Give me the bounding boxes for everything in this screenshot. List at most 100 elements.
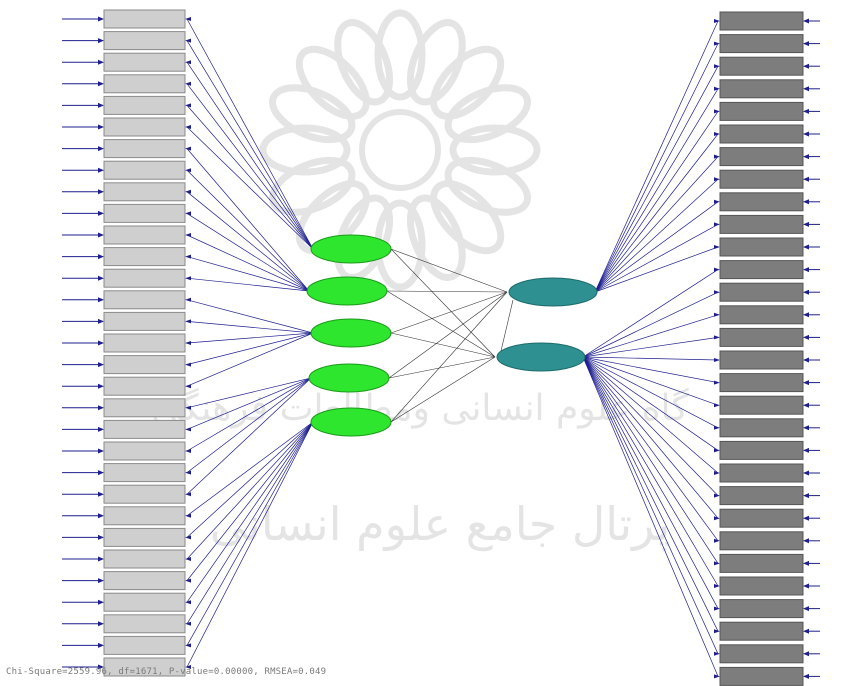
- right-error-arrowhead: [803, 673, 809, 679]
- loading-path-left: [186, 299, 314, 334]
- loading-arrowhead-left: [185, 103, 191, 108]
- loading-arrowhead-right: [714, 403, 720, 408]
- structural-path: [386, 290, 508, 293]
- loading-path-right: [594, 178, 719, 293]
- structural-path: [388, 356, 496, 379]
- loading-path-left: [186, 421, 314, 560]
- right-error-arrowhead: [803, 244, 809, 250]
- loading-path-left: [186, 256, 310, 292]
- right-indicator-box: [719, 531, 804, 551]
- loading-path-right: [594, 20, 719, 293]
- loading-arrowhead-left: [185, 557, 191, 561]
- left-indicator-box: [103, 268, 186, 288]
- loading-arrowhead-right: [714, 177, 720, 182]
- loading-path-left: [186, 83, 314, 250]
- right-indicator-box: [719, 79, 804, 99]
- left-indicator-box: [103, 74, 186, 94]
- left-indicator-box: [103, 571, 186, 591]
- left-error-arrowhead: [98, 362, 104, 368]
- loading-arrowhead-right: [714, 64, 720, 69]
- loading-arrowhead-right: [714, 109, 720, 114]
- right-error-arrowhead: [803, 402, 809, 408]
- loading-path-right: [582, 356, 719, 429]
- loading-arrowhead-right: [714, 493, 720, 498]
- right-indicators: [719, 11, 820, 686]
- loading-arrowhead-right: [714, 561, 720, 566]
- loading-path-right: [594, 111, 719, 293]
- loading-arrowhead-right: [714, 199, 720, 204]
- watermark-petal: [295, 180, 370, 255]
- loading-path-left: [186, 332, 314, 365]
- loading-path-right: [582, 356, 719, 451]
- loading-arrowhead-right: [714, 448, 720, 453]
- paths-layer: [185, 17, 720, 679]
- loading-path-left: [186, 421, 314, 646]
- loading-arrowhead-right: [714, 132, 720, 136]
- loading-arrowhead-right: [714, 674, 720, 679]
- right-indicator-box: [719, 350, 804, 370]
- loading-arrowhead-left: [185, 168, 191, 173]
- right-error-arrowhead: [803, 583, 809, 589]
- structural-path: [390, 291, 508, 334]
- loading-path-left: [186, 332, 314, 344]
- left-indicator-box: [103, 182, 186, 202]
- right-indicator-box: [719, 621, 804, 641]
- loading-arrowhead-right: [714, 86, 720, 91]
- left-error-arrowhead: [98, 513, 104, 519]
- loading-arrowhead-left: [185, 621, 191, 626]
- right-error-arrowhead: [803, 267, 809, 273]
- loading-arrowhead-right: [714, 335, 720, 340]
- loading-arrowhead-left: [185, 535, 191, 540]
- watermark-petal: [444, 156, 531, 216]
- latent-left: [310, 407, 392, 437]
- left-indicator-box: [103, 549, 186, 569]
- left-error-arrowhead: [98, 189, 104, 195]
- right-error-arrowhead: [803, 154, 809, 160]
- loading-path-right: [594, 88, 719, 293]
- loading-path-right: [594, 224, 719, 293]
- loading-path-left: [186, 421, 314, 517]
- left-indicator-box: [103, 635, 186, 655]
- right-indicator-box: [719, 599, 804, 619]
- left-indicator-box: [103, 117, 186, 137]
- watermark-petal: [430, 180, 505, 255]
- loading-arrowhead-left: [185, 17, 191, 21]
- right-indicator-box: [719, 373, 804, 393]
- right-error-arrowhead: [803, 628, 809, 634]
- loading-arrowhead-right: [714, 19, 720, 23]
- left-indicator-box: [103, 527, 186, 547]
- watermark-petal: [269, 156, 356, 216]
- loading-path-left: [186, 321, 314, 334]
- left-error-arrowhead: [98, 426, 104, 432]
- loading-path-left: [186, 421, 314, 538]
- loading-arrowhead-left: [185, 254, 191, 259]
- watermark-petal: [269, 84, 356, 144]
- loading-arrowhead-left: [185, 341, 191, 345]
- loading-arrowhead-right: [714, 290, 720, 295]
- loading-path-left: [186, 377, 312, 452]
- loading-path-right: [582, 314, 719, 358]
- loading-arrowhead-right: [714, 245, 720, 249]
- loading-arrowhead-right: [714, 606, 720, 611]
- left-error-arrowhead: [98, 470, 104, 476]
- left-indicator-box: [103, 376, 186, 396]
- loading-arrowhead-right: [714, 41, 720, 46]
- loading-arrowhead-left: [185, 297, 191, 302]
- right-error-arrowhead: [803, 221, 809, 227]
- loading-path-right: [594, 133, 719, 293]
- loading-path-left: [186, 377, 312, 473]
- loading-path-right: [582, 356, 719, 496]
- loading-arrowhead-left: [185, 405, 191, 410]
- loading-path-left: [186, 421, 314, 668]
- loading-path-right: [582, 356, 719, 383]
- right-error-arrowhead: [803, 493, 809, 499]
- left-error-arrowhead: [98, 275, 104, 281]
- loading-arrowhead-right: [714, 471, 720, 475]
- left-indicator-box: [103, 614, 186, 634]
- loading-arrowhead-left: [185, 427, 191, 432]
- loading-path-right: [582, 356, 719, 564]
- loading-path-right: [582, 356, 719, 632]
- left-indicator-box: [103, 247, 186, 267]
- loading-path-left: [186, 213, 310, 292]
